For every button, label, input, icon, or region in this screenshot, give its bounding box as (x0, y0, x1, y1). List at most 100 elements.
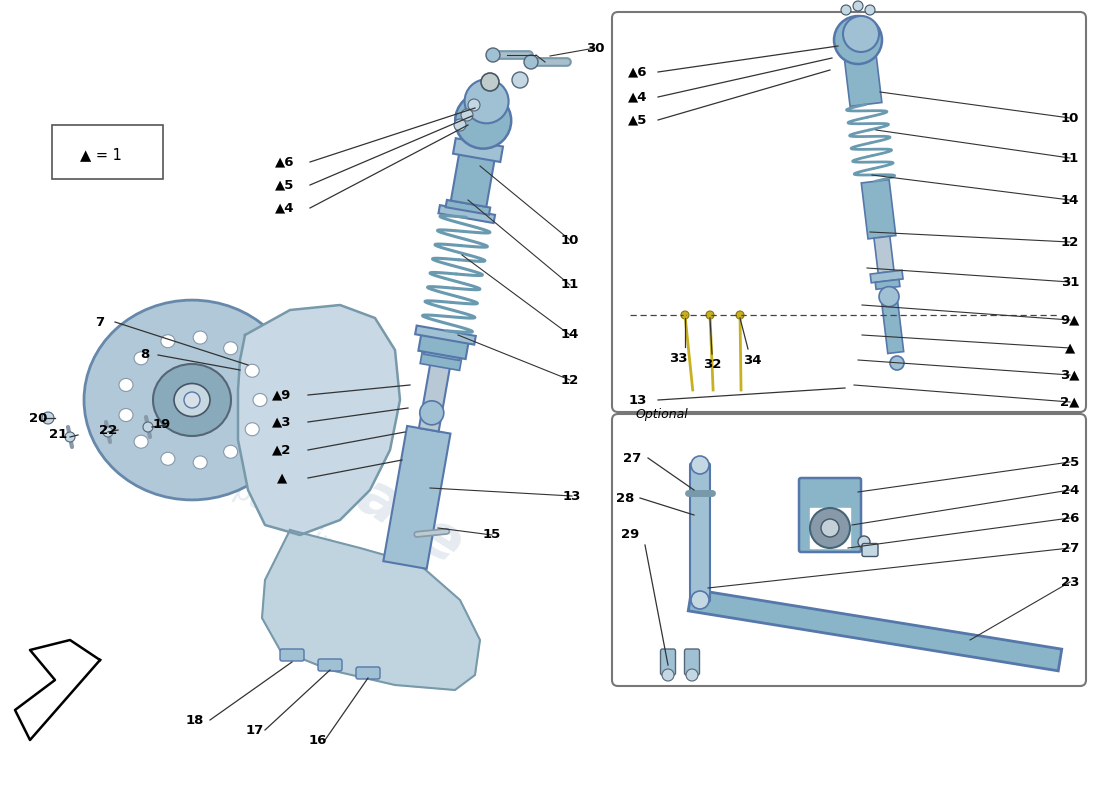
Polygon shape (415, 326, 476, 345)
FancyBboxPatch shape (356, 667, 380, 679)
Circle shape (706, 311, 714, 319)
Polygon shape (453, 138, 503, 162)
Text: 11: 11 (1060, 151, 1079, 165)
Circle shape (662, 669, 674, 681)
Circle shape (454, 119, 466, 131)
Circle shape (65, 432, 75, 442)
Polygon shape (420, 351, 462, 370)
Circle shape (890, 356, 904, 370)
Polygon shape (882, 302, 904, 354)
Circle shape (455, 93, 512, 149)
Circle shape (486, 48, 500, 62)
Polygon shape (451, 154, 495, 207)
Polygon shape (861, 180, 895, 239)
Text: ▲4: ▲4 (275, 202, 295, 214)
Polygon shape (446, 200, 491, 214)
FancyBboxPatch shape (799, 478, 861, 552)
Text: 33: 33 (669, 351, 688, 365)
Polygon shape (15, 640, 100, 740)
Text: 15: 15 (483, 529, 502, 542)
Circle shape (865, 5, 874, 15)
Circle shape (686, 669, 698, 681)
Text: 31: 31 (1060, 275, 1079, 289)
Text: 9▲: 9▲ (1060, 314, 1080, 326)
Ellipse shape (245, 364, 260, 378)
Circle shape (843, 16, 879, 52)
Polygon shape (439, 205, 495, 223)
Circle shape (691, 591, 710, 609)
Circle shape (481, 73, 499, 91)
Text: 12: 12 (561, 374, 579, 386)
FancyBboxPatch shape (862, 543, 878, 557)
Text: 7: 7 (96, 315, 104, 329)
Text: ▲2: ▲2 (273, 443, 292, 457)
Ellipse shape (161, 334, 175, 348)
Polygon shape (418, 331, 469, 359)
Text: ▲5: ▲5 (628, 114, 648, 126)
Text: eurospare: eurospare (146, 342, 474, 578)
Polygon shape (419, 361, 451, 431)
Text: for parts since 1982: for parts since 1982 (190, 454, 429, 616)
Text: ▲5: ▲5 (275, 178, 295, 191)
Circle shape (681, 311, 689, 319)
FancyBboxPatch shape (280, 649, 304, 661)
FancyBboxPatch shape (690, 463, 710, 602)
Circle shape (810, 508, 850, 548)
Polygon shape (845, 57, 882, 106)
Text: 13: 13 (629, 394, 647, 406)
Polygon shape (262, 530, 480, 690)
Text: 14: 14 (1060, 194, 1079, 206)
Ellipse shape (223, 342, 238, 354)
Text: 10: 10 (561, 234, 580, 246)
Circle shape (464, 79, 508, 123)
Text: Optional: Optional (635, 408, 688, 421)
Text: 28: 28 (616, 491, 635, 505)
Polygon shape (810, 508, 850, 548)
Ellipse shape (134, 352, 148, 365)
FancyBboxPatch shape (612, 12, 1086, 412)
Polygon shape (424, 342, 461, 361)
Circle shape (461, 109, 473, 121)
Text: 20: 20 (29, 411, 47, 425)
Circle shape (691, 456, 710, 474)
Polygon shape (238, 305, 400, 535)
FancyBboxPatch shape (52, 125, 163, 179)
Text: 2▲: 2▲ (1060, 395, 1080, 409)
Circle shape (184, 392, 200, 408)
Circle shape (524, 55, 538, 69)
Ellipse shape (119, 409, 133, 422)
Ellipse shape (174, 383, 210, 417)
Ellipse shape (161, 452, 175, 466)
Circle shape (736, 311, 744, 319)
Polygon shape (870, 270, 903, 283)
Polygon shape (689, 589, 1062, 671)
Ellipse shape (134, 435, 148, 448)
Circle shape (420, 401, 443, 425)
Text: 16: 16 (309, 734, 327, 746)
Ellipse shape (253, 394, 267, 406)
Text: 12: 12 (1060, 235, 1079, 249)
Text: 30: 30 (585, 42, 604, 54)
Text: 11: 11 (561, 278, 579, 291)
Text: 23: 23 (1060, 575, 1079, 589)
Ellipse shape (245, 422, 260, 436)
Text: ▲ = 1: ▲ = 1 (80, 147, 122, 162)
Text: 14: 14 (561, 329, 580, 342)
Circle shape (821, 519, 839, 537)
Polygon shape (874, 236, 894, 273)
Text: 27: 27 (623, 451, 641, 465)
Text: 10: 10 (1060, 111, 1079, 125)
Text: 3▲: 3▲ (1060, 369, 1080, 382)
Text: ▲: ▲ (1065, 342, 1075, 354)
Text: ▲4: ▲4 (628, 90, 648, 103)
Circle shape (858, 536, 870, 548)
Circle shape (143, 422, 153, 432)
Ellipse shape (119, 378, 133, 391)
Text: 13: 13 (563, 490, 581, 502)
Polygon shape (383, 426, 451, 569)
FancyBboxPatch shape (684, 649, 700, 675)
Ellipse shape (194, 331, 207, 344)
Ellipse shape (194, 456, 207, 469)
Text: 27: 27 (1060, 542, 1079, 554)
Text: ▲6: ▲6 (628, 66, 648, 78)
